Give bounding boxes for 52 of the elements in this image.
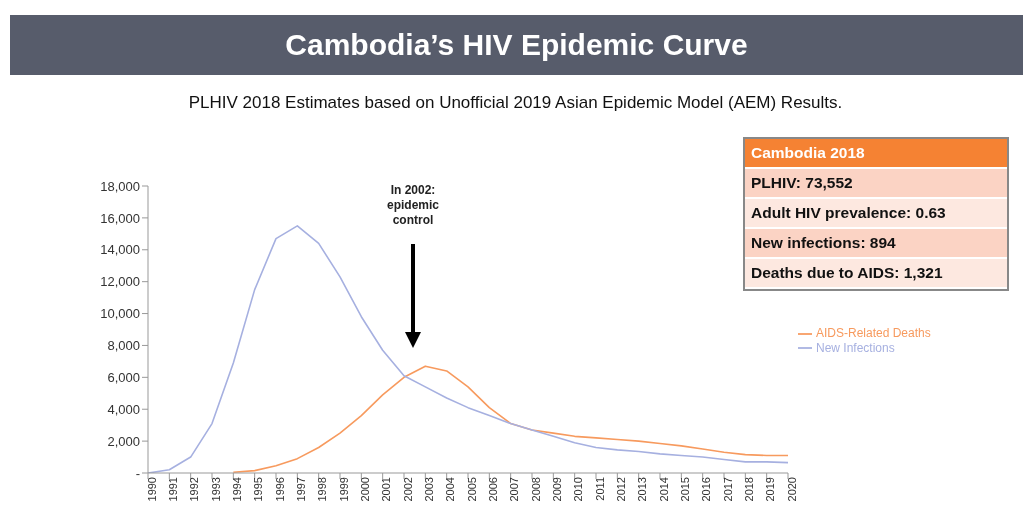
y-tick-label: 8,000 [107,338,140,354]
x-tick-label: 2012 [615,477,628,502]
x-tick-label: 2009 [551,477,564,502]
y-tick-label: 12,000 [100,274,140,290]
x-tick-label: 2018 [743,477,756,502]
y-tick-label: - [135,465,140,481]
legend-label: AIDS-Related Deaths [816,325,931,340]
x-tick-label: 2014 [657,477,670,502]
x-tick-label: 1994 [231,477,244,502]
y-tick-label: 14,000 [100,242,140,258]
annotation: New infections: 894 [745,229,1007,259]
y-tick-label: 10,000 [100,306,140,322]
y-tick-label: 16,000 [100,210,140,226]
x-tick-label: 2010 [572,477,585,502]
y-tick-label: 18,000 [100,178,140,194]
x-tick-label: 2015 [679,477,692,502]
x-tick-label: 2001 [380,477,393,502]
x-tick-label: 1997 [295,477,308,502]
x-tick-label: 2002 [401,477,414,502]
x-tick-label: 2008 [529,477,542,502]
x-tick-label: 1995 [252,477,265,502]
x-tick-label: 2017 [721,477,734,502]
x-tick-label: 1992 [188,477,201,502]
annotation: PLHIV: 73,552 [745,169,1007,199]
x-tick-label: 1999 [337,477,350,502]
y-tick-label: 4,000 [107,401,140,417]
chart-title: Cambodia’s HIV Epidemic Curve [10,15,1023,75]
chart-subtitle: PLHIV 2018 Estimates based on Unofficial 2019 Asian Epidemic Model (AEM) Results. [187,93,844,113]
y-tick-label: 6,000 [107,369,140,385]
x-tick-label: 1990 [145,477,158,502]
x-tick-label: 2019 [764,477,777,502]
annotation: Deaths due to AIDS: 1,321 [745,259,1007,289]
x-tick-label: 2000 [359,477,372,502]
x-tick-label: 2016 [700,477,713,502]
line-series [232,365,789,473]
x-tick-label: 2020 [785,477,798,502]
x-tick-label: 2006 [487,477,500,502]
y-tick-label: 2,000 [107,433,140,449]
x-tick-label: 1998 [316,477,329,502]
x-tick-label: 1996 [273,477,286,502]
annotation: Adult HIV prevalence: 0.63 [745,199,1007,229]
x-tick-label: 2004 [444,477,457,502]
x-tick-label: 1993 [209,477,222,502]
legend-label: New Infections [816,340,895,355]
x-tick-label: 2007 [508,477,521,502]
x-tick-label: 2013 [636,477,649,502]
text: Cambodia 2018 [751,144,865,161]
annotation: In 2002: epidemic control [386,183,440,228]
x-tick-label: 2011 [593,477,606,501]
x-tick-label: 2005 [465,477,478,502]
x-tick-label: 2003 [423,477,436,502]
x-tick-label: 1991 [167,477,180,502]
